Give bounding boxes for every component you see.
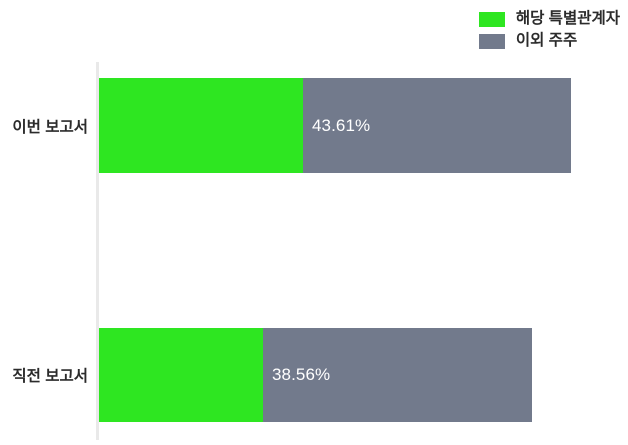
legend-swatch-icon-1 <box>478 33 505 49</box>
stacked-bar-1: 38.56% <box>99 328 532 422</box>
bar-segment-other-shareholders-1[interactable]: 38.56% <box>263 328 532 422</box>
category-label-0: 이번 보고서 <box>12 118 88 136</box>
legend-label-0: 해당 특별관계자 <box>515 10 620 28</box>
category-axis-line <box>96 62 99 440</box>
bar-row: 직전 보고서 38.56% <box>0 328 628 422</box>
bar-segment-special-related-0[interactable] <box>99 78 303 173</box>
bar-row: 이번 보고서 43.61% <box>0 78 628 173</box>
legend-item-0[interactable]: 해당 특별관계자 <box>478 10 620 28</box>
legend-swatch-icon-0 <box>478 11 505 27</box>
bar-value-label-1: 38.56% <box>272 365 331 384</box>
chart-legend: 해당 특별관계자 이외 주주 <box>478 10 620 50</box>
stacked-bar-0: 43.61% <box>99 78 571 173</box>
legend-label-1: 이외 주주 <box>515 32 578 50</box>
category-label-1: 직전 보고서 <box>12 368 88 385</box>
legend-item-1[interactable]: 이외 주주 <box>478 32 578 50</box>
bar-segment-special-related-1[interactable] <box>99 328 263 422</box>
bar-value-label-0: 43.61% <box>312 115 371 135</box>
bar-segment-other-shareholders-0[interactable]: 43.61% <box>303 78 571 173</box>
